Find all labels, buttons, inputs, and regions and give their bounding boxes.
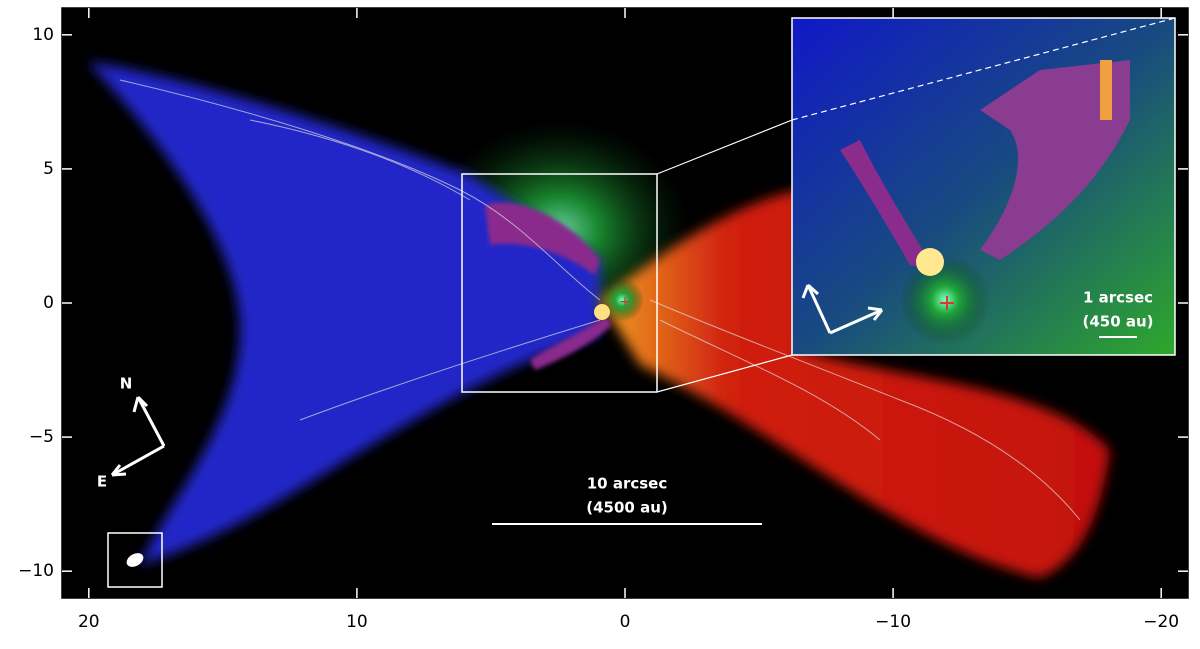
bright-source [594,304,610,320]
inset-arc [840,140,935,270]
center-marker: + [619,294,631,310]
scale-label: (4500 au) [586,499,667,517]
x-tick-label: 20 [78,612,100,632]
magenta-arc [530,315,612,370]
y-tick-label: 5 [43,159,54,179]
contours [119,79,1081,521]
x-tick-label: 0 [620,612,631,632]
compass-label: E [97,473,107,491]
compass [110,395,166,477]
x-tick-label: 10 [346,612,368,632]
inset-frame [791,17,1176,356]
center-glow [600,278,644,322]
beam [126,553,144,567]
magenta-arc [485,202,600,275]
inset-source [916,248,944,276]
blue-lobe [88,62,600,565]
connector [656,354,793,393]
connector [656,119,793,175]
inset-dash [791,17,1176,121]
y-tick-label: −10 [18,561,54,581]
inset-arc [980,60,1130,260]
inset-compass [801,283,884,335]
beam-box [107,532,163,588]
x-tick-label: −20 [1143,612,1179,632]
inset-bright [1100,60,1112,120]
x-tick-label: −10 [875,612,911,632]
y-tick-label: 0 [43,293,54,313]
y-tick-label: 10 [32,25,54,45]
scale-label: 10 arcsec [587,475,668,493]
y-tick-label: −5 [29,427,54,447]
red-lobe [600,190,1110,578]
compass-label: N [120,375,133,393]
inset-scale-label: (450 au) [1082,313,1153,331]
inset-glow [900,255,990,345]
inset-scale-label: 1 arcsec [1083,289,1153,307]
inset-center-marker: + [938,291,956,316]
image: + [88,62,1110,578]
zoom-box [461,173,658,393]
inset: + 1 arcsec (450 au) [791,17,1176,356]
